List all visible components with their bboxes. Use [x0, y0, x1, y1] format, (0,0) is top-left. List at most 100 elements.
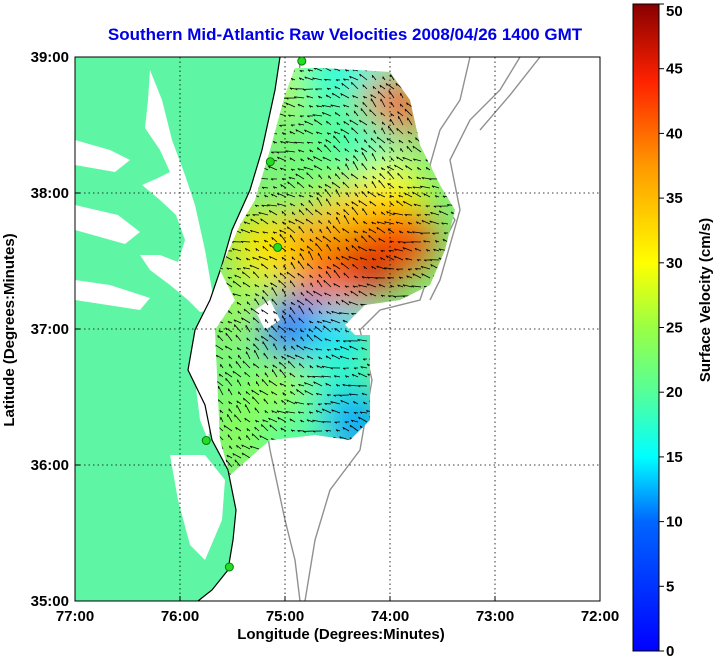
velocity-arrow: [235, 426, 242, 432]
velocity-arrow: [404, 108, 413, 117]
velocity-arrowhead: [335, 429, 339, 432]
velocity-arrow: [404, 192, 413, 198]
velocity-arrowhead: [245, 293, 248, 297]
velocity-arrowhead: [312, 114, 316, 117]
velocity-arrowhead: [268, 165, 271, 169]
velocity-arrow: [361, 276, 368, 279]
velocity-arrow: [294, 96, 305, 99]
velocity-arrow: [406, 230, 413, 234]
velocity-arrowhead: [431, 185, 435, 188]
sound-water: [195, 330, 212, 440]
velocity-arrow: [279, 229, 287, 234]
velocity-arrowhead: [420, 232, 423, 235]
velocity-arrowhead: [252, 363, 255, 366]
velocity-arrowhead: [366, 276, 370, 279]
velocity-arrowhead: [326, 87, 330, 91]
velocity-arrow: [277, 156, 287, 162]
velocity-arrowhead: [269, 256, 272, 259]
velocity-arrow: [285, 411, 296, 414]
velocity-arrow: [378, 283, 386, 288]
velocity-arrowhead: [363, 401, 366, 405]
velocity-arrowhead: [246, 337, 248, 341]
velocity-arrow: [349, 75, 359, 81]
velocity-arrow: [342, 228, 350, 234]
colorbar-tick-label: 30: [666, 255, 683, 272]
velocity-arrow: [352, 373, 359, 378]
velocity-arrowhead: [243, 397, 245, 401]
velocity-arrowhead: [340, 93, 343, 96]
velocity-arrowhead: [348, 340, 352, 343]
velocity-arrowhead: [295, 173, 298, 177]
velocity-arrowhead: [228, 310, 230, 314]
velocity-arrowhead: [339, 394, 342, 397]
velocity-arrow: [313, 334, 323, 342]
velocity-arrow: [377, 90, 386, 99]
velocity-arrowhead: [322, 156, 325, 160]
velocity-arrowhead: [299, 363, 301, 366]
velocity-arrow: [253, 271, 260, 279]
velocity-arrowhead: [252, 317, 255, 321]
velocity-arrow: [288, 327, 296, 333]
velocity-arrowhead: [315, 236, 318, 240]
velocity-arrow: [322, 408, 332, 414]
velocity-arrowhead: [271, 325, 273, 329]
velocity-arrowhead: [251, 433, 254, 437]
velocity-arrowhead: [344, 375, 348, 378]
velocity-arrowhead: [398, 186, 401, 189]
velocity-arrowhead: [306, 355, 309, 359]
velocity-arrow: [312, 419, 323, 423]
velocity-arrow: [272, 220, 278, 225]
colorbar-tick-label: 10: [666, 514, 683, 531]
velocity-arrow: [367, 190, 377, 198]
velocity-arrowhead: [420, 266, 424, 269]
velocity-arrow: [361, 235, 368, 243]
velocity-arrow: [243, 221, 251, 225]
velocity-arrowhead: [402, 241, 406, 244]
x-tick-label: 73:00: [476, 608, 514, 625]
velocity-arrowhead: [354, 238, 356, 241]
velocity-arrowhead: [414, 268, 418, 271]
velocity-arrow: [342, 384, 350, 387]
velocity-arrow: [361, 191, 368, 198]
velocity-arrowhead: [262, 231, 265, 234]
velocity-arrow: [395, 221, 404, 225]
velocity-arrow: [316, 365, 323, 369]
velocity-arrowhead: [413, 158, 416, 161]
velocity-arrowhead: [282, 221, 285, 225]
velocity-arrow: [326, 120, 332, 126]
velocity-arrow: [393, 255, 404, 261]
velocity-arrow: [305, 207, 314, 216]
velocity-arrow: [331, 92, 341, 99]
velocity-arrow: [277, 417, 287, 423]
velocity-arrowhead: [326, 132, 330, 135]
velocity-arrow: [261, 309, 269, 315]
velocity-arrow: [246, 435, 251, 441]
velocity-arrow: [241, 317, 251, 324]
velocity-arrow: [289, 372, 296, 378]
velocity-arrowhead: [281, 132, 285, 135]
colorbar-tick-label: 5: [666, 578, 674, 595]
velocity-arrowhead: [361, 191, 363, 194]
velocity-arrow: [431, 185, 440, 189]
velocity-arrowhead: [297, 168, 300, 171]
velocity-arrow: [268, 380, 278, 387]
velocity-arrowhead: [281, 400, 283, 403]
velocity-arrow: [376, 221, 386, 225]
velocity-arrowhead: [308, 328, 311, 332]
velocity-arrowhead: [321, 112, 325, 115]
velocity-arrow: [334, 375, 341, 378]
velocity-arrowhead: [343, 411, 346, 414]
velocity-arrow: [441, 222, 449, 225]
velocity-arrow: [286, 193, 296, 198]
velocity-arrowhead: [363, 221, 365, 224]
velocity-arrowhead: [340, 346, 343, 349]
velocity-arrowhead: [236, 268, 240, 271]
velocity-arrow: [336, 216, 341, 225]
velocity-arrowhead: [304, 390, 307, 393]
velocity-arrow: [331, 409, 341, 414]
velocity-arrow: [358, 372, 368, 378]
velocity-arrow: [297, 168, 305, 171]
colorbar-tick-label: 25: [666, 320, 683, 337]
velocity-arrow: [282, 315, 287, 324]
velocity-arrowhead: [261, 186, 265, 190]
